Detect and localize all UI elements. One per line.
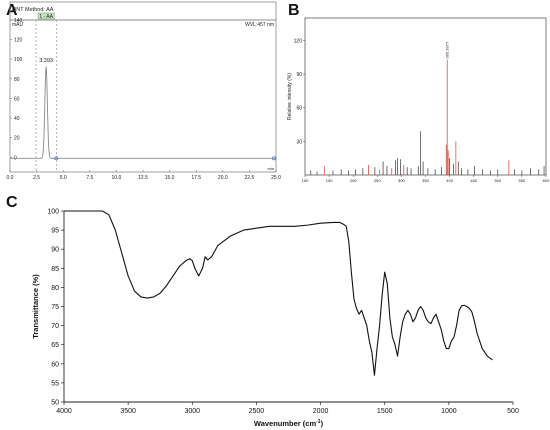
chromatogram-trace [10, 65, 276, 159]
x-tick-label: 300 [398, 178, 405, 183]
baseline-marker [272, 156, 276, 161]
y-tick-label: 60 [51, 361, 59, 368]
x-tick-label: 450 [470, 178, 477, 183]
peak-label: 3.393 [39, 58, 53, 64]
x-tick-label: 17.5 [191, 175, 201, 181]
y-tick-label: 85 [51, 266, 59, 273]
x-tick-label: 0.0 [7, 175, 14, 181]
base-peak-label: 395.3377 [445, 41, 450, 58]
method-tag-box [37, 12, 55, 20]
y-tick-label: 60 [14, 96, 20, 102]
y-tick-label: 80 [51, 285, 59, 292]
ir-spectrum-line [64, 210, 493, 376]
y-tick-label: 95 [51, 228, 59, 235]
x-tick-label: 22.5 [245, 175, 255, 181]
x-tick-label: 350 [422, 178, 429, 183]
y-tick-label: 80 [14, 77, 20, 83]
y-tick-label: 100 [47, 209, 59, 216]
x-tick-label: 25.0 [271, 175, 281, 181]
y-tick-label: 55 [51, 380, 59, 387]
x-tick-label: 15.0 [165, 175, 175, 181]
header-strip [9, 1, 277, 21]
y-tick-label: 65 [51, 342, 59, 349]
y-tick-label: 120 [14, 38, 23, 44]
x-unit-label: min [268, 166, 274, 171]
x-tick-label: 2500 [249, 408, 265, 415]
x-tick-label: 2.5 [33, 175, 40, 181]
y-tick-label: 20 [14, 136, 20, 142]
panel-a-letter: A [6, 2, 18, 19]
y-tick-label: 90 [296, 72, 302, 78]
x-tick-label: 1500 [377, 408, 393, 415]
y-tick-label: 120 [294, 38, 303, 44]
method-tag: 1 - AA [39, 14, 53, 20]
x-tick-label: 10.0 [112, 175, 122, 181]
y-axis-label: Transmittance (%) [31, 274, 40, 339]
channel-label: WVL:457 nm [245, 22, 274, 28]
x-tick-label: 100 [302, 178, 309, 183]
y-tick-label: 75 [51, 304, 59, 311]
y-tick-label: 140 [14, 18, 23, 24]
x-tick-label: 7.5 [86, 175, 93, 181]
y-tick-label: 50 [51, 400, 59, 407]
x-axis-label: Wavenumber (cm-1) [254, 419, 324, 428]
y-tick-label: 30 [296, 139, 302, 145]
x-tick-label: 600 [543, 178, 550, 183]
y-axis-label: Relative intensity (%) [287, 73, 293, 120]
y-tick-label: 40 [14, 116, 20, 122]
x-tick-label: 3000 [184, 408, 200, 415]
x-tick-label: 550 [519, 178, 526, 183]
panel-b-letter: B [288, 2, 300, 19]
x-tick-label: 3500 [120, 408, 136, 415]
method-header: QNT Method: AA [12, 7, 54, 13]
y-tick-label: 60 [296, 106, 302, 112]
baseline-marker [54, 156, 59, 161]
y-unit-label: mAU [12, 22, 24, 28]
x-tick-label: 2000 [313, 408, 329, 415]
x-tick-label: 200 [350, 178, 357, 183]
panel-c-letter: C [6, 194, 18, 211]
x-tick-label: 5.0 [60, 175, 67, 181]
y-tick-label: 90 [51, 247, 59, 254]
x-tick-label: 4000 [56, 408, 72, 415]
y-tick-label: 100 [14, 57, 23, 63]
x-tick-label: 1000 [441, 408, 457, 415]
x-tick-label: 400 [446, 178, 453, 183]
x-tick-label: 500 [494, 178, 501, 183]
x-tick-label: 150 [326, 178, 333, 183]
x-tick-label: 250 [374, 178, 381, 183]
x-tick-label: 12.5 [138, 175, 148, 181]
x-tick-label: 20.0 [218, 175, 228, 181]
x-tick-label: 500 [507, 408, 519, 415]
y-tick-label: 70 [51, 323, 59, 330]
